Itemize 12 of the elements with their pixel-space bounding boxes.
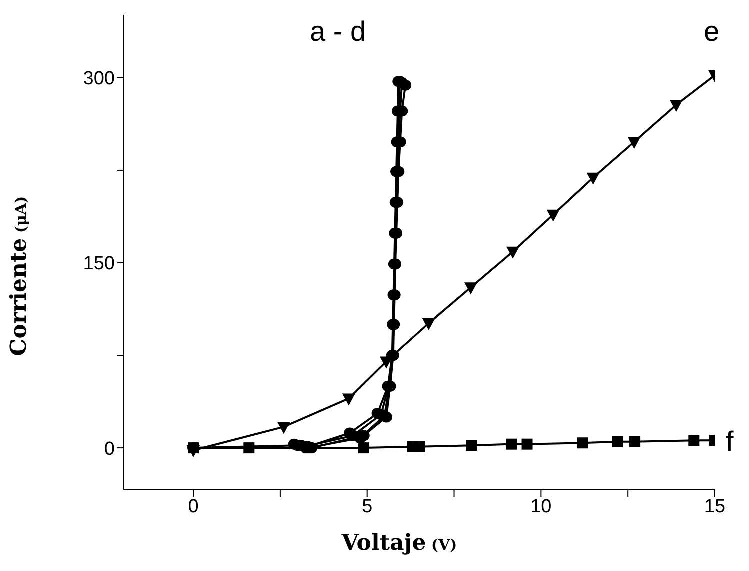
y-tick-label: 0	[104, 438, 115, 460]
x-axis-title: Voltaje (V)	[340, 530, 458, 556]
x-tick-label: 15	[704, 496, 726, 518]
y-tick-label: 150	[83, 254, 115, 275]
annotation: a - d	[310, 16, 366, 48]
x-tick-label: 10	[530, 496, 552, 518]
x-tick-label: 0	[188, 496, 199, 518]
y-tick-label: 300	[83, 68, 115, 90]
x-tick-label: 5	[362, 496, 373, 518]
y-axis-title: Corriente (μA)	[6, 196, 32, 356]
annotation: e	[704, 16, 720, 48]
text: f	[726, 426, 734, 458]
